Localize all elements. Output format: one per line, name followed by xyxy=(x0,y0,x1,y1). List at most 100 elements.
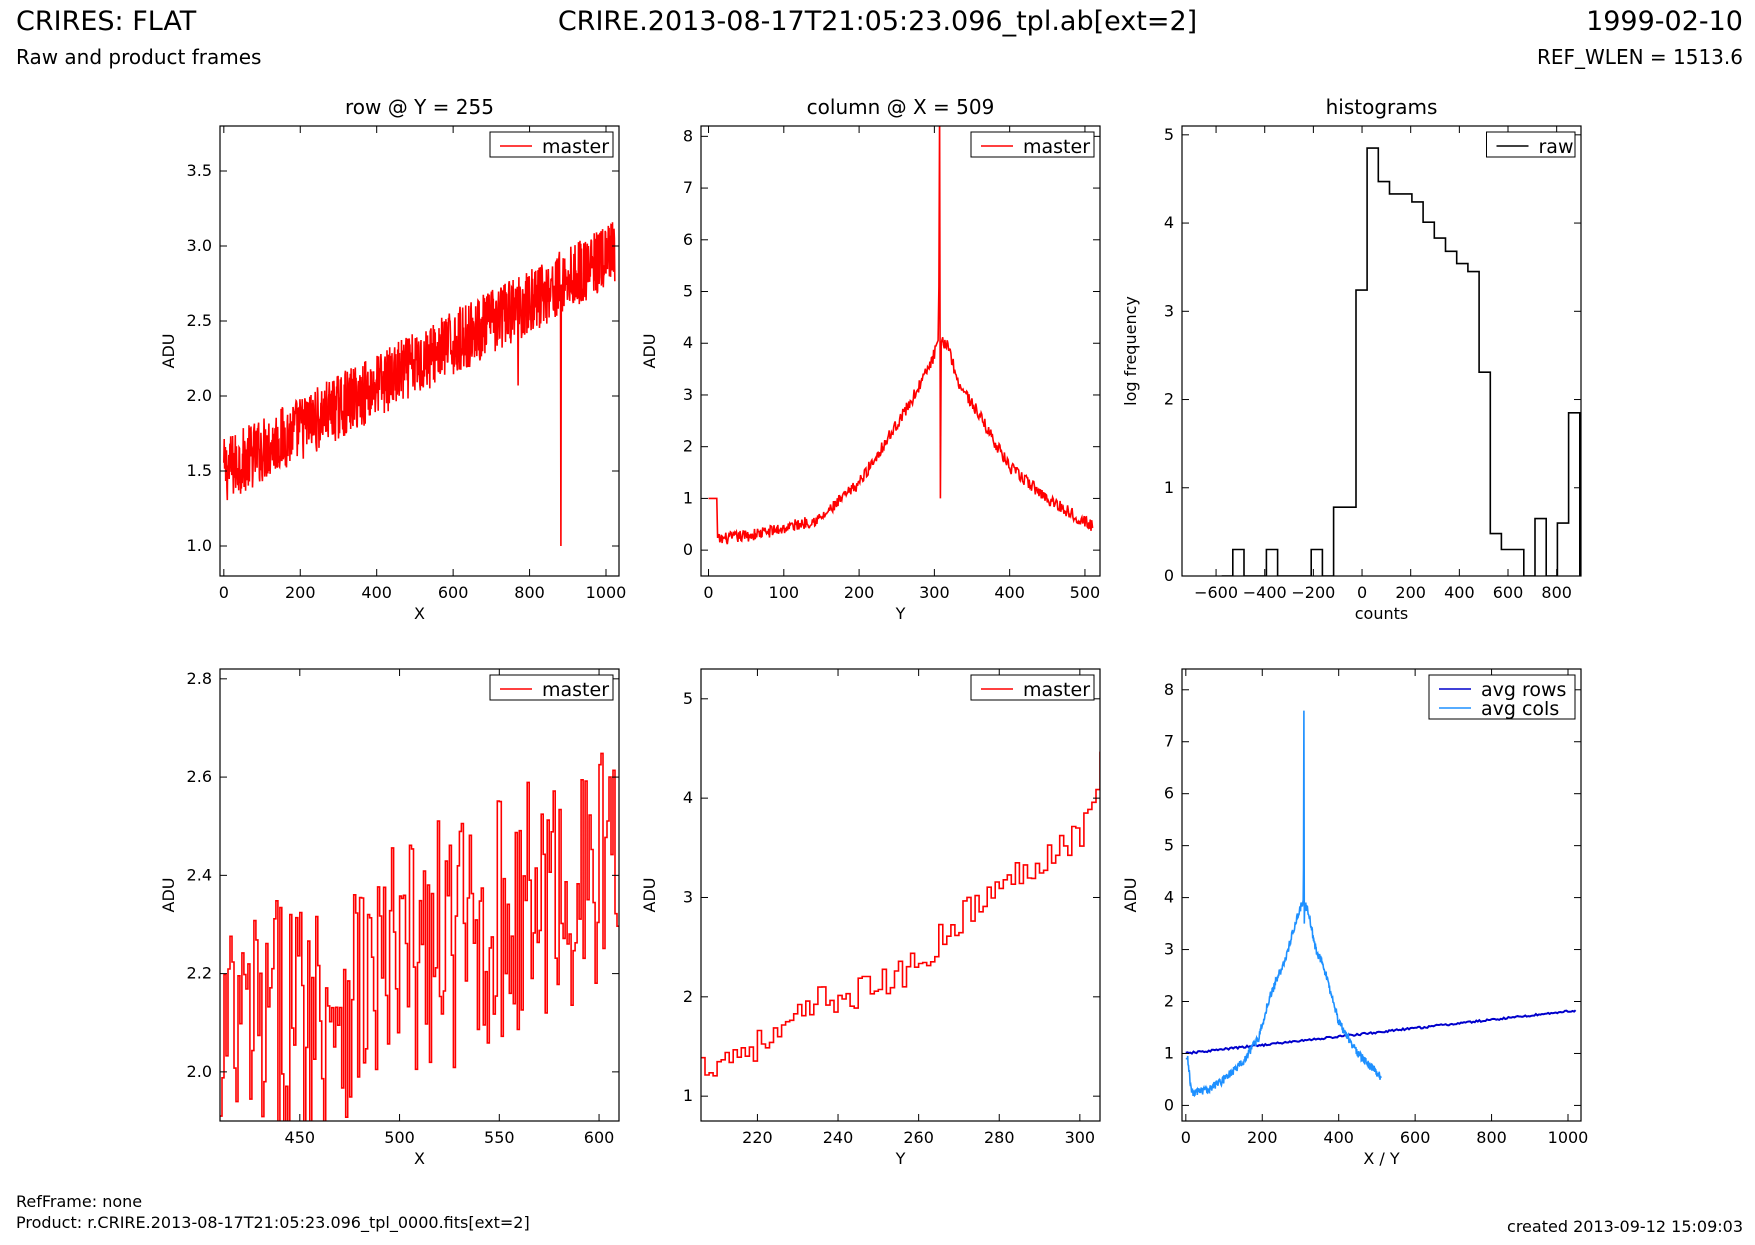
plot-frame xyxy=(700,125,1101,577)
report-subtitle: Raw and product frames xyxy=(16,45,262,69)
y-tick-label: 2.8 xyxy=(187,669,212,688)
y-axis-label: ADU xyxy=(640,878,659,913)
y-tick-label: 2 xyxy=(1164,390,1174,409)
y-tick-label: 2.0 xyxy=(187,386,212,405)
histogram-bin xyxy=(1233,550,1244,577)
ref-wlen-label: REF_WLEN = 1513.6 xyxy=(1536,45,1743,69)
histogram-bin xyxy=(1479,372,1490,576)
y-tick-label: 0 xyxy=(683,540,693,559)
x-tick-label: 0 xyxy=(219,583,229,602)
x-tick-label: 450 xyxy=(285,1128,316,1147)
histogram-bin xyxy=(1412,202,1423,576)
histogram-bin xyxy=(1378,182,1389,576)
chart-histograms: histograms counts log frequency −600 −400 −20… xyxy=(1121,95,1582,623)
x-axis-label: Y xyxy=(895,604,906,623)
file-title: CRIRE.2013-08-17T21:05:23.096_tpl.ab[ext… xyxy=(557,6,1198,37)
histogram-bin xyxy=(1446,251,1457,576)
x-axis-label: X xyxy=(414,1149,425,1168)
histogram-bin xyxy=(1334,507,1345,576)
x-tick-label: 600 xyxy=(584,1128,615,1147)
series-line-avg-cols xyxy=(1185,710,1382,1098)
x-tick-label: 800 xyxy=(1541,583,1572,602)
y-axis-label: ADU xyxy=(640,334,659,369)
x-axis-label: Y xyxy=(895,1149,906,1168)
x-axis-label: X / Y xyxy=(1363,1149,1400,1168)
plot-frame xyxy=(700,668,1101,1122)
y-tick-label: 0 xyxy=(1164,1095,1174,1114)
x-tick-label: 400 xyxy=(1323,1128,1354,1147)
x-tick-label: 500 xyxy=(384,1128,415,1147)
legend-label: raw xyxy=(1539,136,1574,158)
series-line-master xyxy=(220,752,619,1121)
y-tick-label: 3 xyxy=(683,887,693,906)
legend-box xyxy=(489,674,614,701)
x-tick-label: 300 xyxy=(1065,1128,1096,1147)
y-axis-label: log frequency xyxy=(1121,296,1140,406)
x-tick-label: 550 xyxy=(484,1128,515,1147)
y-tick-label: 2.4 xyxy=(187,865,212,884)
y-tick-label: 4 xyxy=(683,333,693,352)
chart-title: histograms xyxy=(1326,95,1438,119)
x-tick-label: 200 xyxy=(1247,1128,1278,1147)
legend-box xyxy=(970,131,1095,158)
histogram-bin xyxy=(1535,519,1546,576)
x-tick-label: 200 xyxy=(1395,583,1426,602)
y-tick-label: 2.2 xyxy=(187,964,212,983)
histogram-bin xyxy=(1557,523,1568,576)
y-tick-label: 1 xyxy=(1164,1043,1174,1062)
histogram-bin xyxy=(1367,148,1378,576)
chart-row: row @ Y = 255 X ADU 0 200 400 600 800 1000 1.0 1.5… xyxy=(159,95,626,623)
report-title: CRIRES: FLAT xyxy=(16,6,197,37)
legend-box xyxy=(970,674,1095,701)
histogram-outline xyxy=(1221,147,1581,576)
legend-label: master xyxy=(542,136,609,158)
y-tick-label: 8 xyxy=(1164,680,1174,699)
histogram-bin xyxy=(1423,222,1434,576)
y-tick-label: 7 xyxy=(1164,732,1174,751)
legend: raw xyxy=(1486,131,1576,158)
histogram-bin xyxy=(1501,550,1512,577)
plot-frame xyxy=(1181,125,1582,577)
y-tick-label: 5 xyxy=(1164,836,1174,855)
plot-area xyxy=(220,752,619,1121)
y-tick-label: 3 xyxy=(683,385,693,404)
chart-averages: X / Y ADU 0 200 400 600 800 1000 0 1 2 3 4 5 6 7 8 avg ro… xyxy=(1121,668,1589,1168)
y-tick-label: 4 xyxy=(1164,888,1174,907)
histogram-bin xyxy=(1356,290,1367,576)
y-tick-label: 1 xyxy=(683,488,693,507)
x-tick-label: 400 xyxy=(1444,583,1475,602)
x-tick-label: 100 xyxy=(769,583,800,602)
x-tick-label: 0 xyxy=(1357,583,1367,602)
x-tick-label: 240 xyxy=(823,1128,854,1147)
y-tick-label: 6 xyxy=(683,230,693,249)
y-tick-label: 2.5 xyxy=(187,311,212,330)
x-axis-label: X xyxy=(414,604,425,623)
series-line-master xyxy=(701,751,1100,1077)
y-axis-label: ADU xyxy=(159,334,178,369)
y-tick-label: 1 xyxy=(1164,478,1174,497)
chart-row-zoom: X ADU 450 500 550 600 2.0 2.2 2.4 2.6 2.8 master xyxy=(159,668,620,1168)
y-tick-label: 1.5 xyxy=(187,461,212,480)
legend-box xyxy=(1428,674,1576,720)
y-tick-label: 2 xyxy=(683,987,693,1006)
x-tick-label: 1000 xyxy=(1548,1128,1589,1147)
y-tick-label: 5 xyxy=(683,689,693,708)
y-tick-label: 3 xyxy=(1164,940,1174,959)
y-tick-label: 2.6 xyxy=(187,767,212,786)
x-tick-label: 0 xyxy=(1181,1128,1191,1147)
histogram-bin xyxy=(1401,194,1412,576)
x-tick-label: −400 xyxy=(1243,583,1287,602)
legend: master xyxy=(970,674,1095,701)
x-tick-label: 220 xyxy=(742,1128,773,1147)
legend-label: avg rows xyxy=(1481,679,1566,701)
x-tick-label: 300 xyxy=(919,583,950,602)
series-line-master xyxy=(708,126,1094,545)
y-tick-label: 2 xyxy=(1164,992,1174,1011)
histogram-bin xyxy=(1468,272,1479,576)
plot-area xyxy=(701,751,1100,1077)
date-title: 1999-02-10 xyxy=(1586,6,1743,37)
legend-label: master xyxy=(542,679,609,701)
y-tick-label: 0 xyxy=(1164,566,1174,585)
y-tick-label: 3 xyxy=(1164,301,1174,320)
histogram-bin xyxy=(1457,264,1468,576)
